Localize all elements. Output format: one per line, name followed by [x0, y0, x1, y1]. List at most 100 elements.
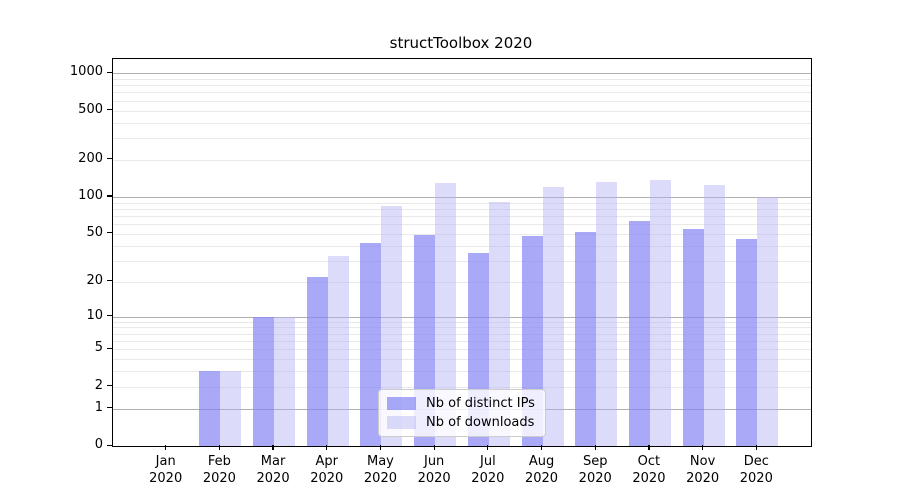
- x-tick-mark: [272, 445, 274, 450]
- y-gridline-minor: [113, 122, 811, 124]
- legend-label-downloads: Nb of downloads: [426, 415, 535, 430]
- bar-downloads-dec: [757, 196, 779, 446]
- y-gridline-minor: [113, 260, 811, 262]
- x-tick-label: Oct 2020: [632, 454, 666, 486]
- y-tick-mark: [107, 71, 112, 73]
- bar-distinct-ips-oct: [628, 220, 650, 446]
- y-gridline-minor: [113, 85, 811, 87]
- y-tick-mark: [107, 280, 112, 282]
- y-gridline-minor: [113, 333, 811, 335]
- x-tick-label: Jan 2020: [149, 454, 183, 486]
- y-gridline-minor: [113, 281, 811, 283]
- y-gridline-minor: [113, 340, 811, 342]
- bar-downloads-nov: [703, 184, 725, 446]
- y-tick-label: 2: [94, 377, 103, 393]
- y-tick-mark: [107, 232, 112, 234]
- x-tick-mark: [594, 445, 596, 450]
- y-tick-mark: [107, 385, 112, 387]
- y-gridline-minor: [113, 100, 811, 102]
- y-gridline-minor: [113, 386, 811, 388]
- y-tick-label: 5: [94, 340, 103, 356]
- y-tick-label: 10: [86, 307, 103, 323]
- y-gridline-minor: [113, 245, 811, 247]
- y-gridline-minor: [113, 137, 811, 139]
- bar-distinct-ips-apr: [306, 276, 328, 446]
- x-tick-label: Feb 2020: [202, 454, 236, 486]
- legend-swatch-distinct-ips: [387, 397, 416, 410]
- bar-downloads-sep: [596, 182, 618, 446]
- bar-downloads-jul: [488, 201, 510, 446]
- y-tick-mark: [107, 347, 112, 349]
- x-tick-label: Mar 2020: [256, 454, 290, 486]
- legend-label-distinct-ips: Nb of distinct IPs: [426, 396, 535, 411]
- y-tick-mark: [107, 158, 112, 160]
- y-tick-label: 500: [78, 101, 103, 117]
- legend-item-downloads: Nb of downloads: [387, 415, 535, 430]
- plot-area: Nb of distinct IPs Nb of downloads: [112, 58, 812, 447]
- legend-swatch-downloads: [387, 416, 416, 429]
- x-tick-label: Jul 2020: [471, 454, 505, 486]
- y-tick-label: 1: [94, 399, 103, 415]
- chart-title: structToolbox 2020: [389, 34, 533, 52]
- y-gridline-minor: [113, 208, 811, 210]
- y-tick-label: 0: [94, 437, 103, 452]
- x-tick-mark: [648, 445, 650, 450]
- x-tick-mark: [433, 445, 435, 450]
- y-gridline-minor: [113, 233, 811, 235]
- bar-downloads-aug: [542, 187, 564, 446]
- bar-distinct-ips-dec: [736, 239, 758, 446]
- y-tick-mark: [107, 195, 112, 197]
- y-gridline-minor: [113, 321, 811, 323]
- x-tick-mark: [540, 445, 543, 450]
- bar-distinct-ips-mar: [253, 316, 275, 446]
- bar-downloads-feb: [220, 371, 242, 446]
- x-tick-mark: [487, 445, 489, 450]
- y-gridline-major: [113, 316, 811, 318]
- x-tick-mark: [702, 445, 704, 450]
- x-tick-label: Dec 2020: [739, 454, 773, 486]
- bar-downloads-mar: [274, 316, 296, 446]
- x-tick-label: Sep 2020: [578, 454, 612, 486]
- x-tick-mark: [165, 445, 167, 450]
- y-tick-mark: [107, 315, 112, 317]
- y-gridline-minor: [113, 110, 811, 112]
- x-tick-label: May 2020: [363, 454, 397, 486]
- y-tick-mark: [107, 109, 112, 111]
- bar-distinct-ips-feb: [199, 371, 221, 446]
- x-tick-label: Apr 2020: [310, 454, 344, 486]
- x-tick-mark: [755, 445, 757, 450]
- y-gridline-minor: [113, 359, 811, 361]
- bar-distinct-ips-sep: [575, 231, 597, 446]
- x-tick-label: Nov 2020: [686, 454, 720, 486]
- x-tick-mark: [379, 445, 382, 450]
- y-gridline-minor: [113, 159, 811, 161]
- y-gridline-minor: [113, 327, 811, 329]
- y-gridline-major: [113, 73, 811, 75]
- y-gridline-minor: [113, 78, 811, 80]
- y-gridline-minor: [113, 92, 811, 94]
- legend-item-distinct-ips: Nb of distinct IPs: [387, 396, 535, 411]
- y-gridline-minor: [113, 215, 811, 217]
- y-tick-label: 1000: [69, 64, 103, 80]
- x-tick-mark: [218, 445, 220, 450]
- y-tick-label: 200: [78, 150, 103, 166]
- y-tick-mark: [107, 407, 112, 409]
- y-gridline-major: [113, 196, 811, 198]
- y-gridline-minor: [113, 202, 811, 204]
- bar-distinct-ips-may: [360, 243, 382, 446]
- bar-downloads-jun: [435, 182, 457, 446]
- bar-downloads-oct: [649, 180, 671, 446]
- y-gridline-minor: [113, 371, 811, 373]
- y-tick-mark: [107, 444, 112, 446]
- legend: Nb of distinct IPs Nb of downloads: [378, 389, 546, 437]
- x-tick-label: Aug 2020: [524, 454, 559, 486]
- y-gridline-minor: [113, 224, 811, 226]
- bar-distinct-ips-nov: [682, 228, 704, 446]
- y-tick-label: 20: [86, 272, 103, 288]
- y-tick-label: 50: [86, 224, 103, 240]
- x-tick-mark: [326, 445, 328, 450]
- y-tick-label: 100: [78, 187, 103, 203]
- y-gridline-minor: [113, 349, 811, 351]
- x-tick-label: Jun 2020: [417, 454, 451, 486]
